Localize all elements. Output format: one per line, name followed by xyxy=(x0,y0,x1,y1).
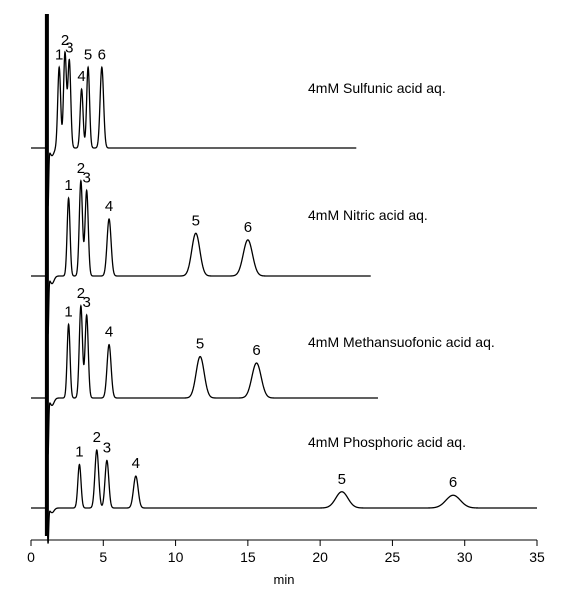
x-tick-label: 0 xyxy=(27,549,35,565)
peak-label: 5 xyxy=(192,212,200,229)
peak-label: 2 xyxy=(77,285,85,302)
peak-label: 3 xyxy=(103,439,111,456)
peak-label: 5 xyxy=(84,46,92,63)
peak-label: 1 xyxy=(55,46,63,63)
peak-label: 6 xyxy=(98,46,106,63)
peak-label: 2 xyxy=(77,160,85,177)
trace-line xyxy=(31,448,537,544)
peak-label: 6 xyxy=(449,474,457,491)
trace-4: 123 4 5 6 4mM Phosphoric acid aq. xyxy=(31,429,537,544)
trace-line xyxy=(31,179,371,335)
peak-label: 2 xyxy=(61,32,69,49)
peak-label: 2 xyxy=(93,429,101,446)
trace-title: 4mM Phosphoric acid aq. xyxy=(308,434,466,450)
peak-label: 1 xyxy=(64,177,72,194)
peak-label: 1 xyxy=(75,444,83,461)
peak-label: 5 xyxy=(196,336,204,353)
trace-title: 4mM Nitric acid aq. xyxy=(308,207,428,223)
trace-title: 4mM Sulfunic acid aq. xyxy=(308,80,446,96)
x-axis-ticks: 0 5 10 15 20 25 30 35 xyxy=(27,540,545,565)
x-tick-label: 25 xyxy=(385,549,401,565)
trace-line xyxy=(31,304,378,455)
trace-line xyxy=(31,50,357,207)
x-tick-label: 35 xyxy=(529,549,545,565)
peak-label: 1 xyxy=(64,303,72,320)
peak-label: 3 xyxy=(65,40,73,57)
peak-label: 3 xyxy=(83,170,91,187)
peak-label: 6 xyxy=(252,342,260,359)
peak-label: 4 xyxy=(132,455,140,472)
peak-label: 4 xyxy=(105,198,113,215)
x-tick-label: 5 xyxy=(99,549,107,565)
peak-label: 3 xyxy=(83,294,91,311)
x-tick-label: 15 xyxy=(240,549,256,565)
x-axis-label: min xyxy=(274,572,295,587)
peak-label: 5 xyxy=(338,471,346,488)
peak-label: 4 xyxy=(77,68,85,85)
trace-title: 4mM Methansuofonic acid aq. xyxy=(308,334,495,350)
x-tick-label: 20 xyxy=(312,549,328,565)
x-axis: 0 5 10 15 20 25 30 35 min xyxy=(27,539,545,587)
x-tick-label: 10 xyxy=(168,549,184,565)
peak-label: 4 xyxy=(105,324,113,341)
x-tick-label: 30 xyxy=(457,549,473,565)
peak-label: 6 xyxy=(244,219,252,236)
